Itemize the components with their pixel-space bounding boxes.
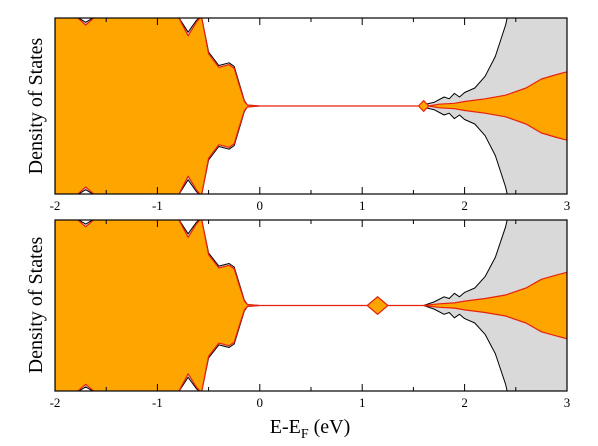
x-tick-label: 1 [359,198,366,213]
x-tick-label: 0 [257,395,264,410]
x-tick-label: 2 [461,198,468,213]
dos-panel-bottom: -2 -1 0 1 2 3 Density of States E-EF (eV) [25,219,571,442]
x-tick-label: -2 [50,198,61,213]
x-tick-label: -1 [152,395,163,410]
y-axis-label-top: Density of States [25,37,47,174]
x-tick-label: -1 [152,198,163,213]
projected-dos-area-top [55,18,567,194]
x-axis-label: E-EF (eV) [270,416,351,442]
projected-dos-area-bottom [55,220,567,391]
x-tick-label: 2 [461,395,468,410]
dos-panel-top: -2 -1 0 1 2 3 Density of States [25,17,571,213]
y-axis-label-bottom: Density of States [25,236,47,373]
x-tick-label: 1 [359,395,366,410]
x-tick-label: 0 [257,198,264,213]
x-tick-label: 3 [564,395,571,410]
x-tick-label: -2 [50,395,61,410]
x-tick-label: 3 [564,198,571,213]
